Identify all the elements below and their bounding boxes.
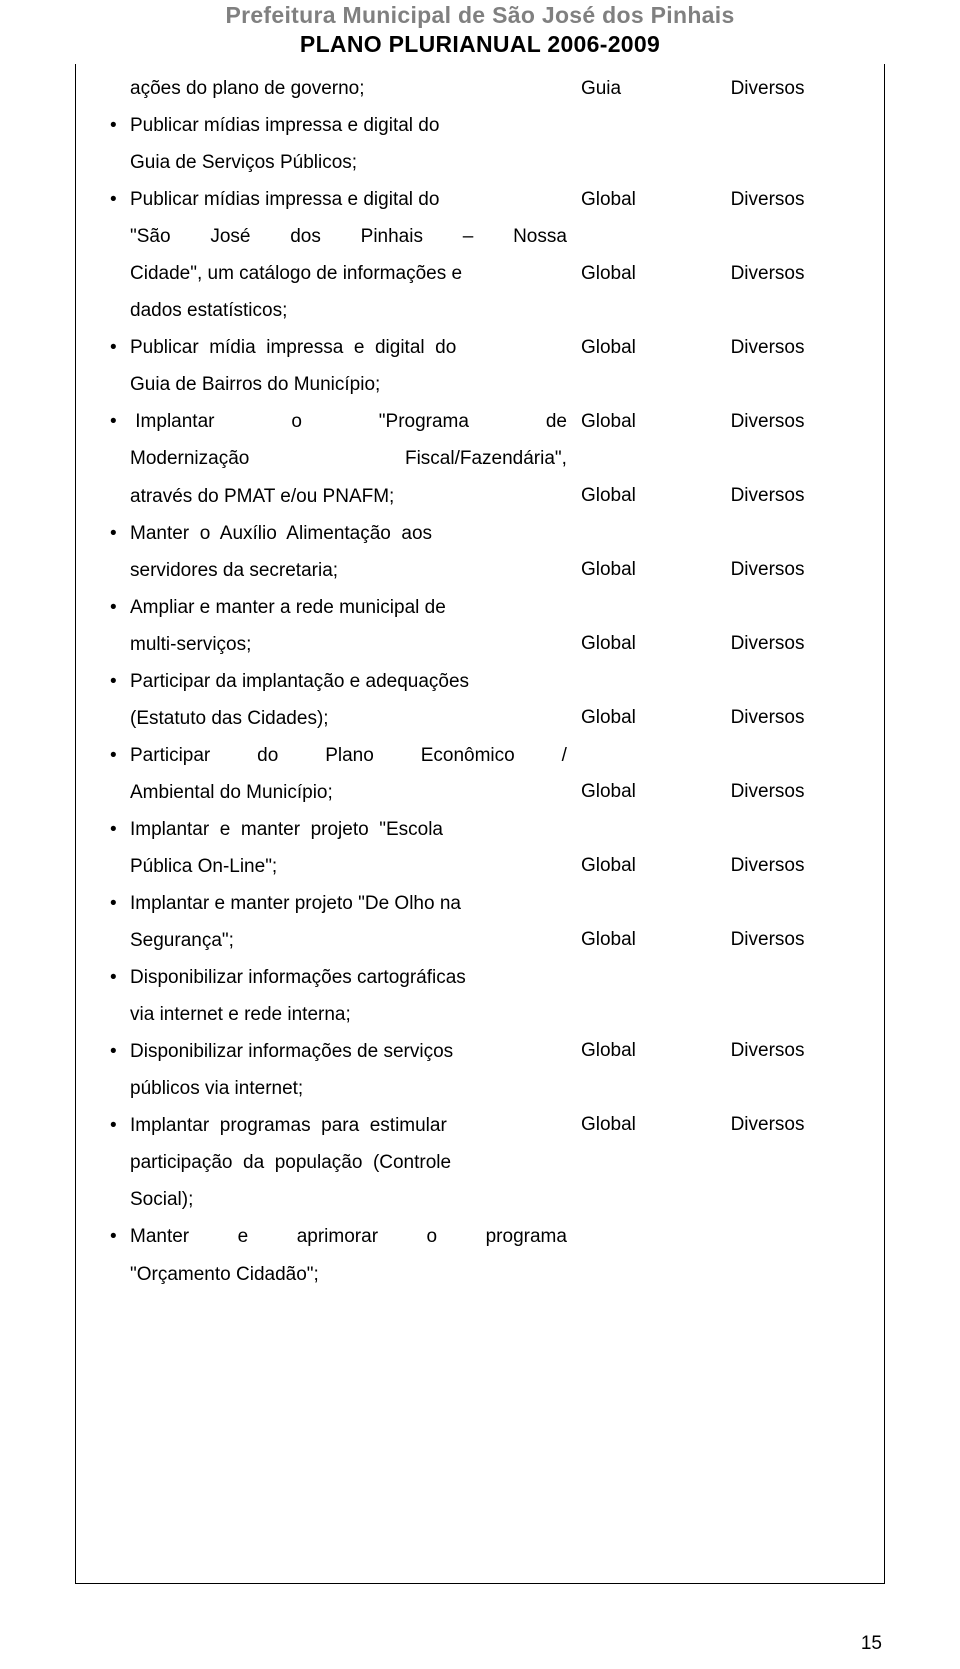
value-col1: Global xyxy=(581,699,708,736)
value-col1: Global xyxy=(581,477,708,514)
list-item: Mantereaprimoraroprograma"Orçamento Cida… xyxy=(130,1218,567,1292)
value-col1: Global xyxy=(581,1106,708,1143)
list-item: Disponibilizar informações de serviçospú… xyxy=(130,1033,567,1107)
value-col2: Diversos xyxy=(731,699,858,736)
value-pair: Global Diversos xyxy=(581,773,868,810)
value-col1: Global xyxy=(581,551,708,588)
value-pair: Guia Diversos xyxy=(581,70,868,107)
list-item: Implantaro"ProgramadeModernizaçãoFiscal/… xyxy=(130,403,567,514)
left-column: ações do plano de governo; Publicar mídi… xyxy=(76,64,577,1583)
value-col1: Global xyxy=(581,921,708,958)
value-pair: Global Diversos xyxy=(581,403,868,440)
value-col2: Diversos xyxy=(731,255,858,292)
list-item: Publicar mídias impressa e digital do"Sã… xyxy=(130,181,567,329)
value-pair: Global Diversos xyxy=(581,329,868,366)
list-item: ParticipardoPlanoEconômico/Ambiental do … xyxy=(130,737,567,811)
value-col2: Diversos xyxy=(731,181,858,218)
bullet-list: Publicar mídias impressa e digital doGui… xyxy=(98,107,567,1293)
list-item: Implantar e manter projeto "EscolaPúblic… xyxy=(130,811,567,885)
list-item: Manter o Auxílio Alimentação aosservidor… xyxy=(130,515,567,589)
value-col2: Diversos xyxy=(731,403,858,440)
value-col2: Diversos xyxy=(731,477,858,514)
list-item: Disponibilizar informações cartográficas… xyxy=(130,959,567,1033)
value-pair: Global Diversos xyxy=(581,921,868,958)
header-line-1: Prefeitura Municipal de São José dos Pin… xyxy=(0,2,960,29)
value-col2: Diversos xyxy=(731,847,858,884)
list-item: Ampliar e manter a rede municipal demult… xyxy=(130,589,567,663)
value-pair: Global Diversos xyxy=(581,1106,868,1143)
value-col1: Global xyxy=(581,625,708,662)
list-item: Publicar mídias impressa e digital doGui… xyxy=(130,107,567,181)
list-item: Implantar programas para estimularpartic… xyxy=(130,1107,567,1218)
value-pair: Global Diversos xyxy=(581,699,868,736)
list-item: Publicar mídia impressa e digital doGuia… xyxy=(130,329,567,403)
value-col2: Diversos xyxy=(731,1106,858,1143)
continuation-line: ações do plano de governo; xyxy=(98,70,567,107)
value-pair: Global Diversos xyxy=(581,255,868,292)
value-pair: Global Diversos xyxy=(581,1032,868,1069)
value-col1: Global xyxy=(581,181,708,218)
value-col1: Global xyxy=(581,847,708,884)
value-pair: Global Diversos xyxy=(581,181,868,218)
list-item: Participar da implantação e adequações(E… xyxy=(130,663,567,737)
value-pair: Global Diversos xyxy=(581,551,868,588)
header-line-2: PLANO PLURIANUAL 2006-2009 xyxy=(0,31,960,58)
value-pair: Global Diversos xyxy=(581,625,868,662)
value-col2: Diversos xyxy=(731,773,858,810)
value-pair: Global Diversos xyxy=(581,847,868,884)
list-item: Implantar e manter projeto "De Olho naSe… xyxy=(130,885,567,959)
value-pair: Global Diversos xyxy=(581,477,868,514)
value-col2: Diversos xyxy=(731,921,858,958)
value-col2: Diversos xyxy=(731,1032,858,1069)
document-header: Prefeitura Municipal de São José dos Pin… xyxy=(0,0,960,58)
value-col1: Global xyxy=(581,1032,708,1069)
value-col2: Diversos xyxy=(731,625,858,662)
value-col1: Global xyxy=(581,773,708,810)
right-column: Guia Diversos Global Diversos Global Diversos… xyxy=(577,64,884,1583)
value-col1: Global xyxy=(581,403,708,440)
page-number: 15 xyxy=(861,1633,882,1655)
value-col1: Global xyxy=(581,255,708,292)
content-frame: ações do plano de governo; Publicar mídi… xyxy=(75,64,885,1584)
value-col1: Global xyxy=(581,329,708,366)
value-col2: Diversos xyxy=(731,329,858,366)
value-col1: Guia xyxy=(581,70,708,107)
value-col2: Diversos xyxy=(731,70,858,107)
value-col2: Diversos xyxy=(731,551,858,588)
